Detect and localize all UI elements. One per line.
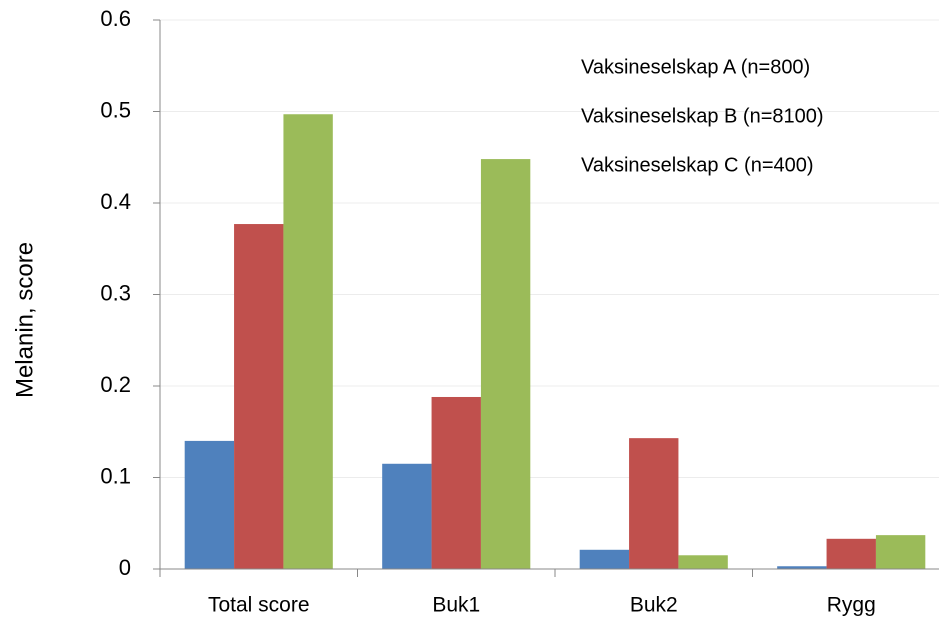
bar bbox=[777, 566, 827, 569]
y-tick-label: 0.6 bbox=[100, 6, 131, 31]
bar bbox=[875, 535, 926, 569]
bar bbox=[382, 463, 432, 569]
bar bbox=[826, 538, 876, 569]
legend-entry: Vaksineselskap C (n=400) bbox=[581, 154, 814, 176]
legend-entry: Vaksineselskap A (n=800) bbox=[581, 56, 810, 78]
y-tick-label: 0.4 bbox=[100, 189, 131, 214]
bar bbox=[579, 549, 630, 569]
y-tick-label: 0.5 bbox=[100, 97, 131, 122]
x-tick-label: Total score bbox=[208, 594, 310, 617]
bar bbox=[678, 555, 728, 569]
x-tick-label: Buk1 bbox=[432, 594, 480, 617]
bar bbox=[480, 159, 531, 569]
y-tick-label: 0.2 bbox=[100, 372, 131, 397]
y-tick-label: 0.1 bbox=[100, 463, 131, 488]
y-tick-label: 0 bbox=[119, 555, 131, 580]
x-tick-label: Buk2 bbox=[630, 594, 678, 617]
x-tick-label: Rygg bbox=[827, 594, 876, 617]
bar bbox=[234, 224, 284, 570]
y-tick-label: 0.3 bbox=[100, 280, 131, 305]
y-axis-label: Melanin, score bbox=[11, 242, 38, 398]
legend-entry: Vaksineselskap B (n=8100) bbox=[581, 105, 824, 127]
bar bbox=[629, 438, 679, 569]
bar bbox=[184, 440, 235, 569]
bar bbox=[431, 396, 481, 569]
bar bbox=[283, 114, 333, 570]
